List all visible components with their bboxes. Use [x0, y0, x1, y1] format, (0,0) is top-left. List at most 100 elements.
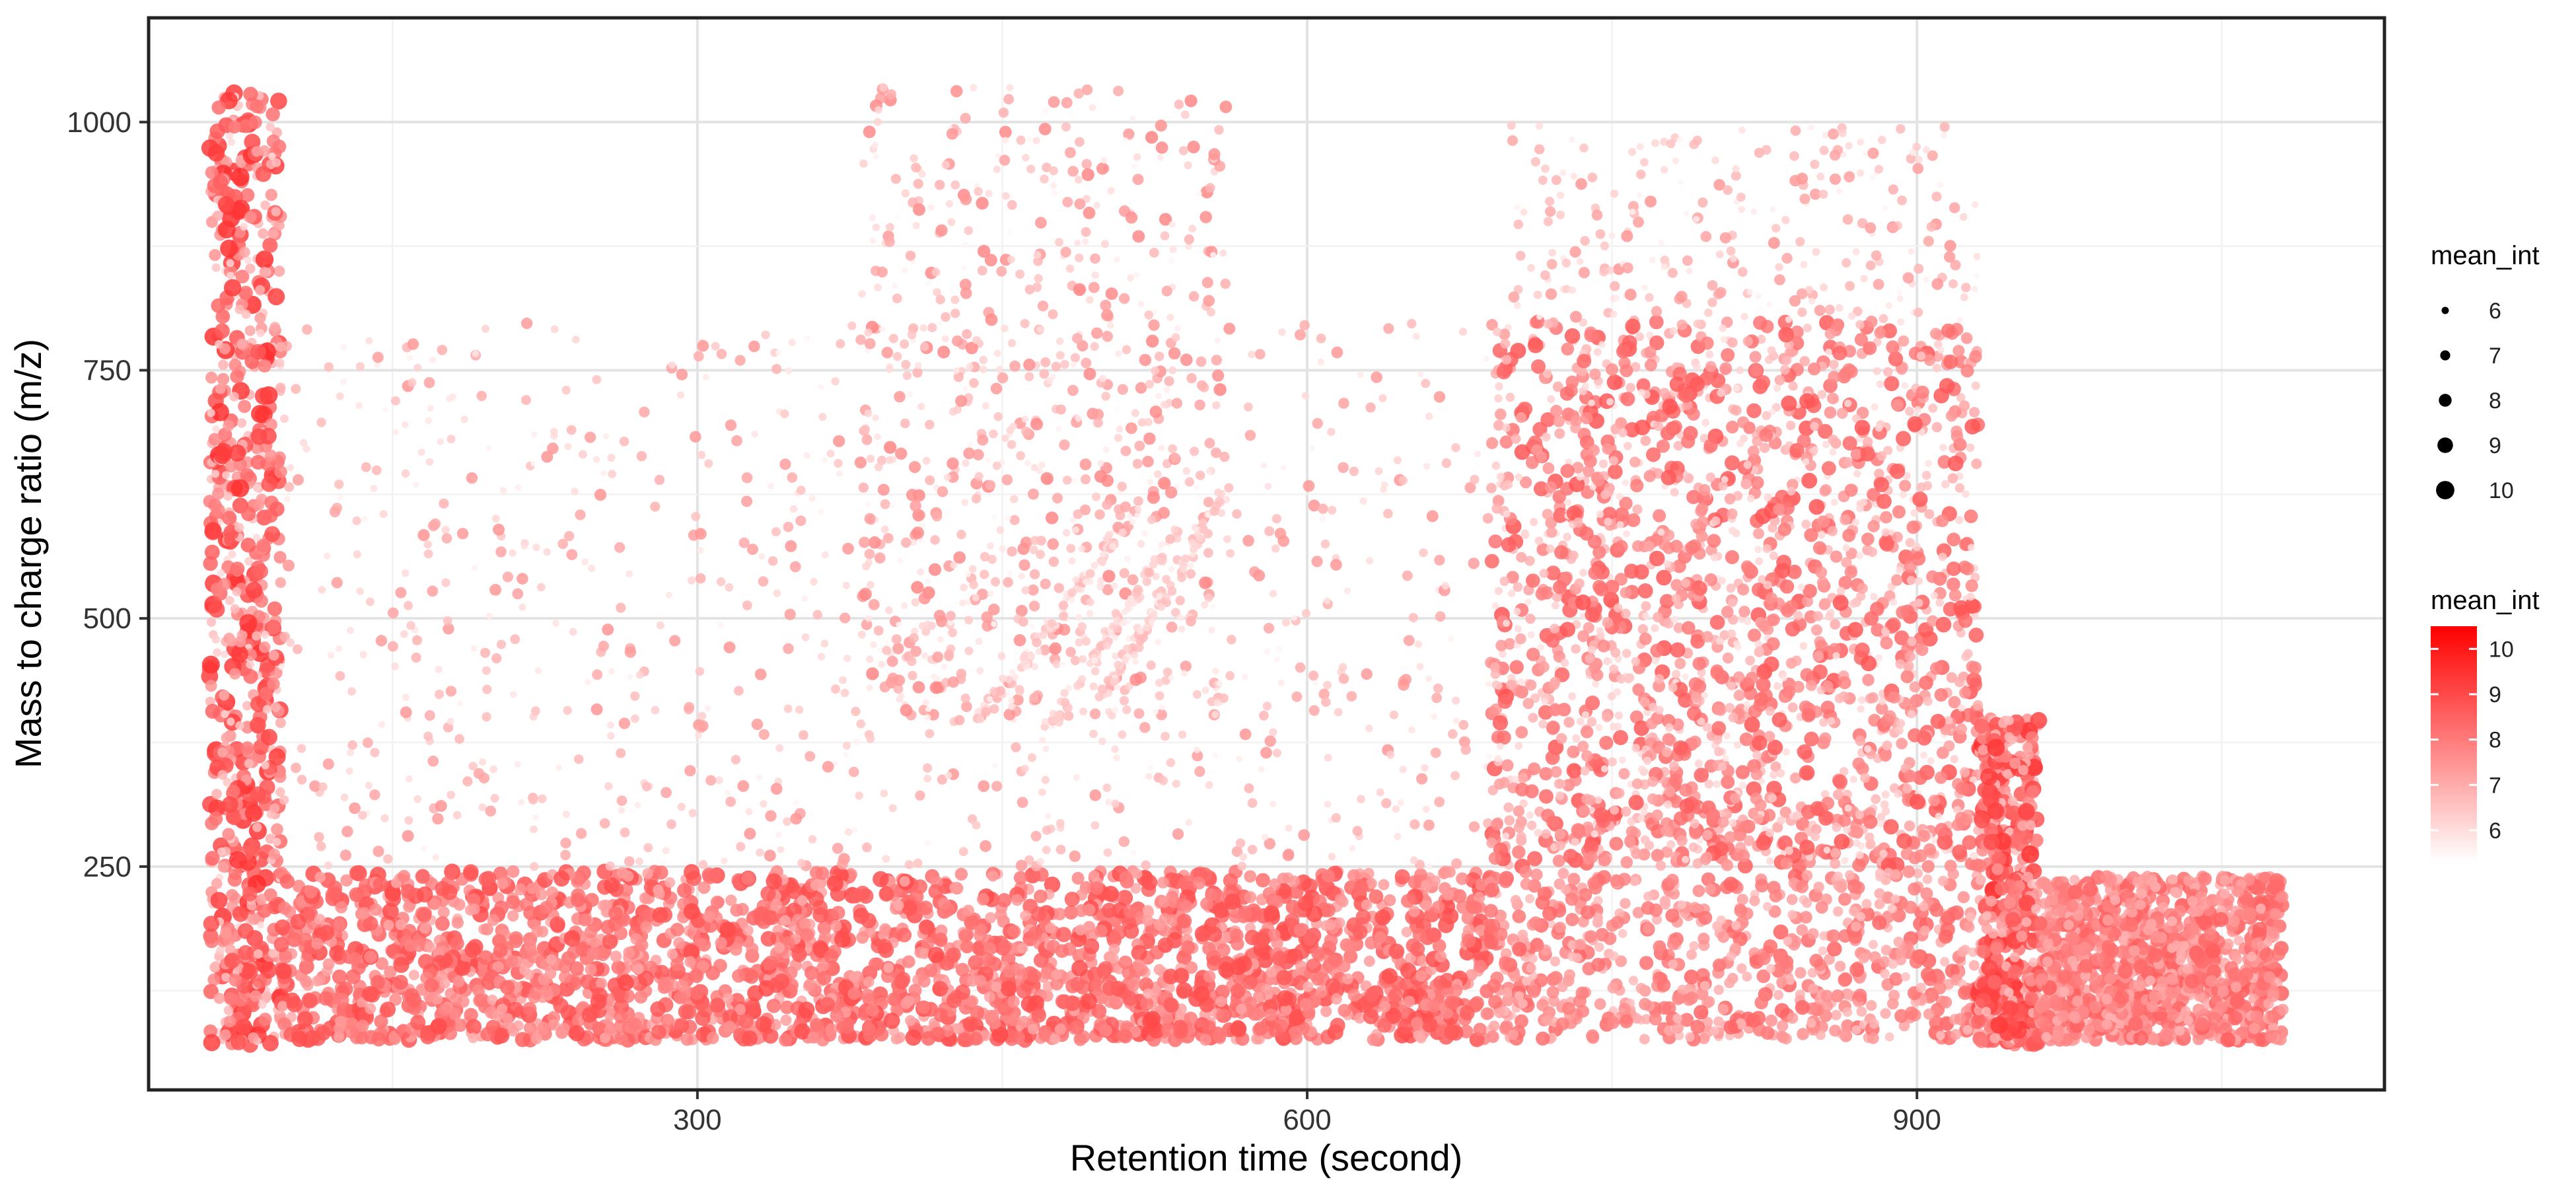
data-point — [258, 1013, 272, 1027]
data-point — [235, 270, 250, 283]
data-point — [1430, 747, 1441, 758]
data-point — [999, 126, 1012, 139]
data-point — [972, 941, 986, 956]
data-point — [1105, 287, 1118, 301]
data-point — [715, 937, 727, 949]
data-point — [557, 1023, 570, 1035]
data-point — [651, 1025, 666, 1040]
data-point — [223, 279, 242, 297]
data-point — [970, 84, 978, 92]
data-point — [865, 501, 871, 507]
data-point — [1264, 1009, 1277, 1021]
data-point — [1928, 403, 1938, 413]
data-point — [265, 418, 277, 431]
data-point — [1130, 849, 1137, 856]
data-point — [1359, 497, 1367, 505]
data-point — [349, 865, 365, 881]
data-point — [1219, 451, 1230, 462]
data-point — [734, 355, 746, 366]
data-point — [902, 900, 917, 916]
data-point — [207, 617, 217, 627]
data-point — [1239, 853, 1247, 861]
data-point — [773, 589, 781, 597]
data-point — [703, 910, 715, 923]
data-point — [1337, 896, 1349, 908]
data-point — [485, 805, 497, 817]
data-point — [972, 336, 981, 345]
data-point — [1132, 458, 1143, 469]
data-point — [715, 776, 723, 784]
data-point — [1129, 673, 1143, 686]
data-point — [627, 674, 633, 680]
data-point — [1322, 869, 1335, 883]
data-point — [998, 107, 1009, 118]
data-point — [1198, 494, 1203, 501]
data-point — [231, 1034, 247, 1050]
data-point — [955, 395, 968, 408]
data-point — [387, 641, 398, 652]
data-point — [581, 1007, 598, 1023]
data-point — [1091, 327, 1103, 339]
data-point — [1196, 470, 1205, 480]
data-point — [411, 635, 423, 645]
data-point — [964, 646, 974, 655]
data-point — [1205, 781, 1213, 789]
data-point — [866, 735, 875, 743]
data-point — [329, 506, 341, 518]
data-point — [281, 341, 292, 351]
data-point — [237, 923, 254, 939]
data-point — [411, 652, 421, 663]
data-point — [243, 295, 262, 314]
data-point — [1363, 1009, 1379, 1025]
data-point — [866, 655, 874, 663]
data-point — [336, 392, 344, 400]
data-point — [592, 456, 600, 463]
data-point — [400, 630, 408, 638]
data-point — [262, 991, 273, 1001]
data-point — [1017, 542, 1030, 556]
data-point — [481, 923, 493, 936]
data-point — [238, 945, 254, 961]
data-point — [1323, 680, 1332, 690]
data-point — [704, 705, 711, 712]
data-point — [911, 162, 921, 172]
data-point — [222, 828, 235, 841]
data-point — [879, 326, 886, 333]
data-point — [805, 966, 819, 980]
data-point — [1343, 587, 1351, 594]
data-point — [877, 266, 888, 278]
data-point — [943, 474, 951, 482]
data-point — [1011, 742, 1021, 752]
data-point — [580, 974, 596, 990]
data-point — [985, 912, 997, 923]
data-point — [853, 739, 860, 745]
data-point — [1119, 871, 1133, 884]
data-point — [1018, 572, 1025, 580]
data-point — [585, 963, 597, 976]
data-point — [1334, 707, 1343, 717]
data-point — [1075, 638, 1083, 647]
data-point — [616, 795, 627, 807]
data-point — [1830, 619, 1841, 630]
data-point — [960, 583, 968, 592]
data-point — [402, 421, 409, 428]
data-point — [879, 83, 888, 92]
data-point — [1174, 325, 1181, 332]
data-point — [1298, 829, 1310, 842]
data-point — [756, 774, 763, 781]
data-point — [1180, 353, 1193, 367]
data-point — [741, 871, 755, 886]
data-point — [279, 874, 295, 889]
data-point — [1408, 726, 1415, 734]
data-point — [502, 571, 514, 583]
data-point — [863, 126, 876, 139]
data-point — [1007, 440, 1017, 449]
data-point — [1175, 595, 1185, 606]
data-point — [515, 484, 522, 491]
data-point — [1276, 970, 1292, 986]
data-point — [243, 87, 258, 102]
data-point — [1264, 735, 1276, 747]
data-point — [255, 250, 274, 269]
data-point — [1026, 164, 1036, 174]
data-point — [1414, 640, 1422, 648]
